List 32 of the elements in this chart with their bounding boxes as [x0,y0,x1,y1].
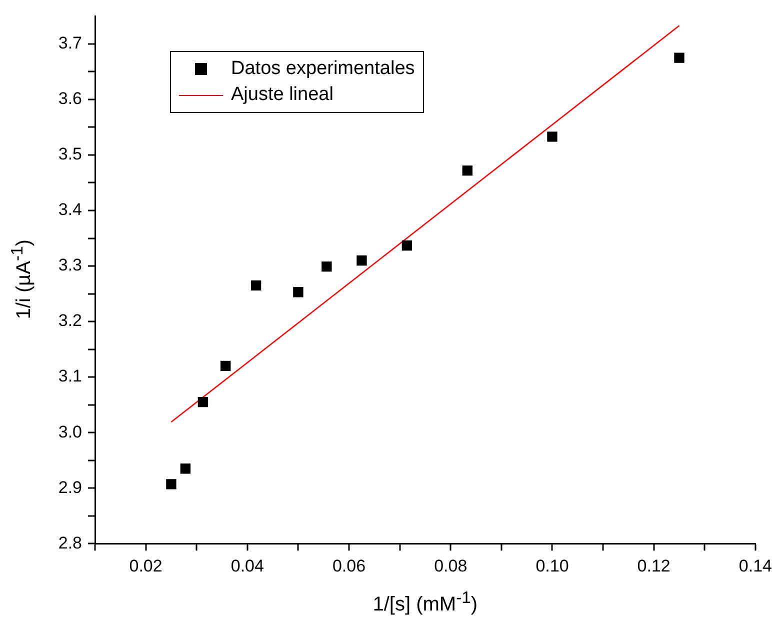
point [166,479,176,490]
x-tick-label: 0.10 [536,556,569,576]
y-tick-label: 3.3 [58,256,82,275]
y-tick-label: 2.8 [58,533,82,552]
point [198,396,208,408]
point [402,240,412,251]
y-tick-label: 3.4 [58,200,82,220]
legend-label: Ajuste lineal [231,84,334,106]
y-tick-label: 3.6 [58,89,82,108]
y-tick-label: 3.0 [58,422,82,442]
point [322,261,332,272]
point [293,287,304,298]
point [250,280,262,291]
point [180,464,191,474]
x-tick-label: 0.02 [129,556,162,576]
point [220,360,231,372]
x-tick-label: 0.12 [637,556,670,576]
x-tick-label: 0.04 [230,556,264,576]
point [547,132,558,142]
y-tick-label: 3.2 [58,311,82,330]
point [462,165,472,176]
point [674,52,684,63]
legend-label: Datos experimentales [231,58,415,80]
y-tick-label: 3.7 [58,34,82,53]
x-tick-label: 0.06 [332,556,366,576]
y-tick-label: 2.9 [58,478,82,497]
x-tick-label: 0.14 [738,556,772,576]
x-axis-title: 1/[s] (mM$^{-1}$) [372,588,478,616]
point [356,255,367,266]
y-tick-label: 3.1 [58,366,82,386]
y-tick-label: 3.5 [58,144,82,164]
x-tick-label: 0.08 [434,556,468,576]
